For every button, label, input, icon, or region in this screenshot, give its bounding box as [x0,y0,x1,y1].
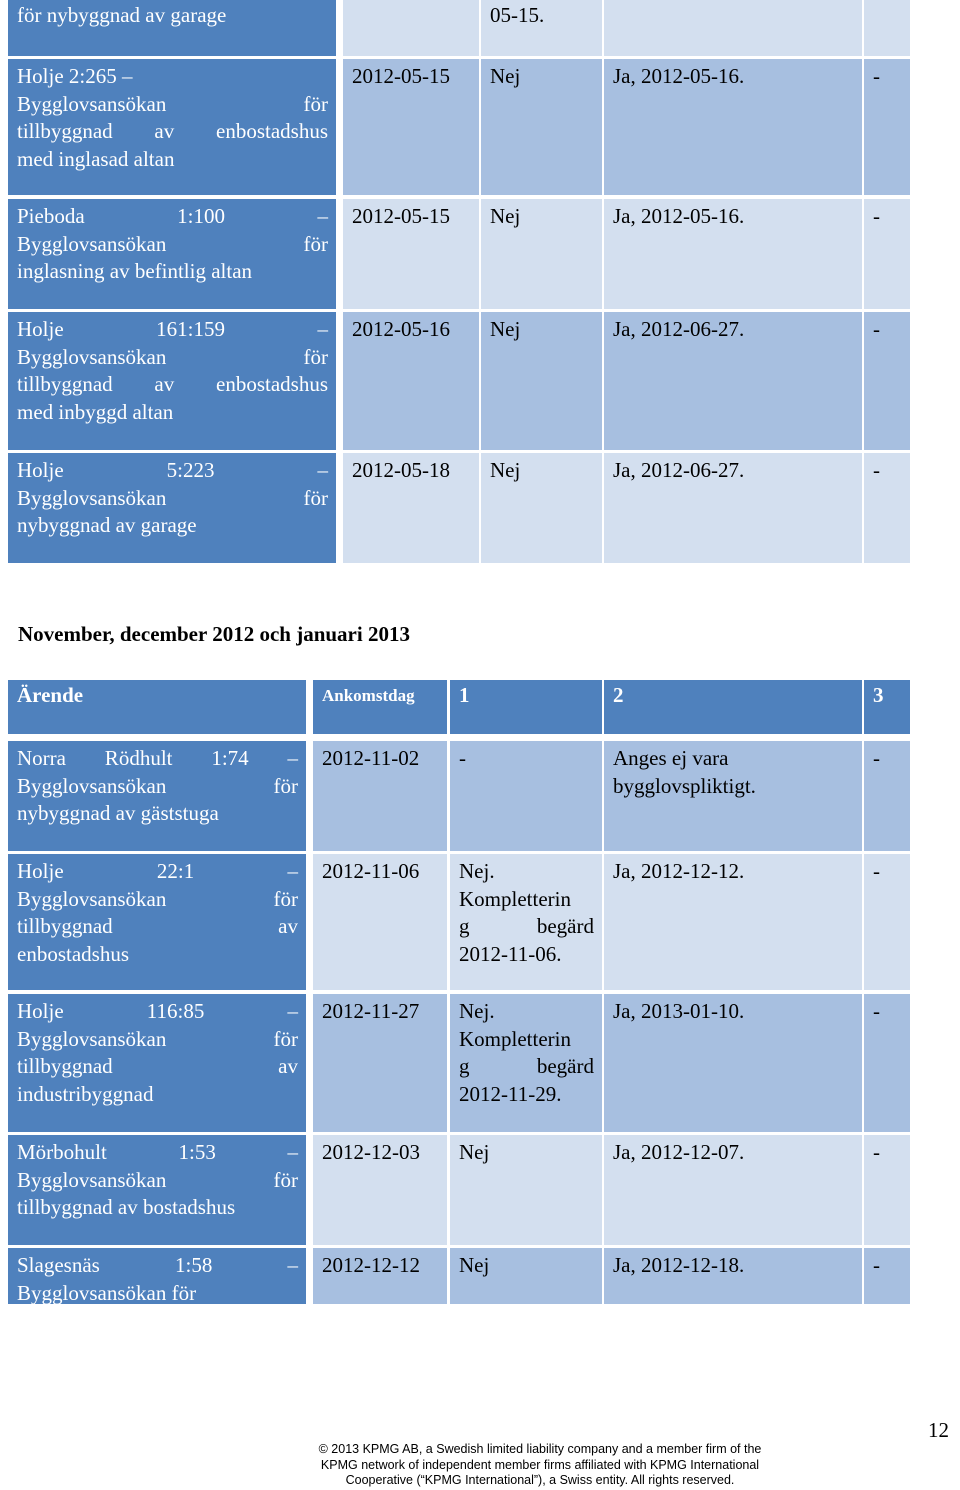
col2-cell: Anges ej vara bygglovspliktigt. [604,741,862,851]
col2-cell: Ja, 2012-12-18. [604,1248,862,1304]
col2-cell: Ja, 2012-05-16. [604,59,862,195]
col3-cell: - [864,741,910,851]
section-heading: November, december 2012 och januari 2013 [18,622,410,646]
col3-cell: - [864,1135,910,1245]
case-cell: Holje 5:223 – Bygglovsansökan för nybygg… [8,453,336,563]
col2-cell: Ja, 2012-12-12. [604,854,862,990]
header-col2: 2 [604,680,862,734]
arrival-date-cell: 2012-05-16 [343,312,479,450]
page-number: 12 [928,1418,949,1442]
col3-cell: - [864,994,910,1132]
col3-cell [864,0,910,56]
arrival-date-cell: 2012-05-15 [343,199,479,309]
col2-cell: Ja, 2012-05-16. [604,199,862,309]
col3-cell: - [864,199,910,309]
col3-cell: - [864,854,910,990]
case-cell: Mörbohult 1:53 – Bygglovsansökan för til… [8,1135,306,1245]
col1-cell: Nej [481,312,602,450]
col1-cell: Nej [481,59,602,195]
arrival-date-cell: 2012-12-03 [313,1135,447,1245]
col1-cell: - [450,741,602,851]
header-col3: 3 [864,680,910,734]
arrival-date-cell: 2012-12-12 [313,1248,447,1304]
case-cell: för nybyggnad av garage [8,0,336,56]
col2-cell: Ja, 2012-12-07. [604,1135,862,1245]
header-col1: 1 [450,680,602,734]
col3-cell: - [864,312,910,450]
col1-cell: Nej [481,453,602,563]
col1-cell: Nej. Kompletterin g begärd 2012-11-06. [450,854,602,990]
col1-cell: Nej [450,1248,602,1304]
col2-cell: Ja, 2012-06-27. [604,312,862,450]
arrival-date-cell [343,0,479,56]
case-cell: Slagesnäs 1:58 – Bygglovsansökan för [8,1248,306,1305]
col1-cell: Nej [481,199,602,309]
arrival-date-cell: 2012-11-06 [313,854,447,990]
col2-cell: Ja, 2013-01-10. [604,994,862,1132]
header-case: Ärende [8,680,306,734]
arrival-date-cell: 2012-05-15 [343,59,479,195]
col3-cell: - [864,453,910,563]
arrival-date-cell: 2012-05-18 [343,453,479,563]
copyright-footer: © 2013 KPMG AB, a Swedish limited liabil… [318,1442,762,1487]
col1-cell: Nej [450,1135,602,1245]
case-cell: Holje 22:1 – Bygglovsansökan för tillbyg… [8,854,306,990]
case-cell: Pieboda 1:100 – Bygglovsansökan för ingl… [8,199,336,309]
case-cell: Holje 116:85 – Bygglovsansökan för tillb… [8,994,306,1132]
case-cell: Holje 161:159 – Bygglovsansökan för till… [8,312,336,450]
col2-cell: Ja, 2012-06-27. [604,453,862,563]
col1-cell: Nej. Kompletterin g begärd 2012-11-29. [450,994,602,1132]
col3-cell: - [864,59,910,195]
col1-cell: 05-15. [481,0,602,56]
arrival-date-cell: 2012-11-27 [313,994,447,1132]
col3-cell: - [864,1248,910,1304]
case-cell: Holje 2:265 – Bygglovsansökan för tillby… [8,59,336,195]
col2-cell [604,0,862,56]
arrival-date-cell: 2012-11-02 [313,741,447,851]
case-cell: Norra Rödhult 1:74 – Bygglovsansökan för… [8,741,306,851]
header-arrival-date: Ankomstdag [313,680,447,734]
